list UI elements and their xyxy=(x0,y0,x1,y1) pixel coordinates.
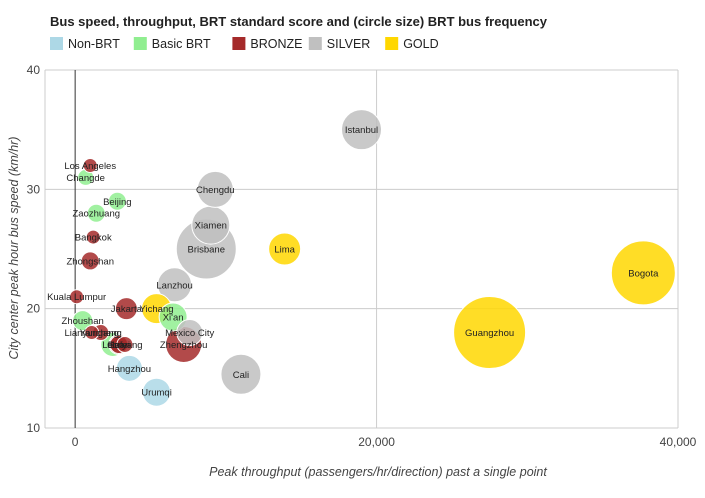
bubble-label-kuala-lumpur: Kuala Lumpur xyxy=(47,292,106,303)
bubble-beijing[interactable] xyxy=(107,191,127,211)
bubble-label-bangkok: Bangkok xyxy=(75,233,112,244)
legend-label-basic: Basic BRT xyxy=(152,37,211,51)
bubble-label-chengdu: Chengdu xyxy=(196,185,235,196)
bubble-cali[interactable] xyxy=(220,353,262,395)
bubble-label-hangzhou: Hangzhou xyxy=(108,364,151,375)
legend-swatch-gold xyxy=(385,37,399,50)
legend-label-silver: SILVER xyxy=(327,37,371,51)
bubble-label-lima: Lima xyxy=(274,245,295,256)
bubble-label-jinan: Jinan xyxy=(107,340,130,351)
bubble-guangzhou[interactable] xyxy=(453,296,527,370)
bubble-kuala-lumpur[interactable] xyxy=(69,289,85,305)
bubble-bogota[interactable] xyxy=(610,240,676,306)
bubble-mexico-city[interactable] xyxy=(176,319,204,347)
bubble-label-guiyang: Guiyang xyxy=(107,340,142,351)
bubble-label-leon: Leon xyxy=(102,340,123,351)
bubble-zhongshan[interactable] xyxy=(80,251,100,271)
y-tick-label: 30 xyxy=(27,182,41,196)
bubble-lanzhou[interactable] xyxy=(157,267,193,303)
bubble-label-jakarta: Jakarta xyxy=(111,304,143,315)
legend-label-non_brt: Non-BRT xyxy=(68,37,120,51)
y-tick-label: 40 xyxy=(27,63,41,77)
x-tick-label: 20,000 xyxy=(358,435,395,449)
bubble-lianyungang[interactable] xyxy=(84,325,100,341)
x-tick-label: 40,000 xyxy=(660,435,697,449)
bubble-lima[interactable] xyxy=(268,232,302,266)
bubble-hangzhou[interactable] xyxy=(115,354,143,382)
x-axis-title: Peak throughput (passengers/hr/direction… xyxy=(209,465,547,479)
bubble-label-xi-an: Xi'an xyxy=(163,313,184,324)
x-tick-label: 0 xyxy=(72,435,79,449)
bubble-label-bogota: Bogota xyxy=(628,268,659,279)
bubble-urumqi[interactable] xyxy=(142,377,172,407)
bubble-guiyang[interactable] xyxy=(116,335,134,353)
legend-label-bronze: BRONZE xyxy=(250,37,302,51)
legend-swatch-silver xyxy=(308,37,322,50)
bubble-label-istanbul: Istanbul xyxy=(345,125,378,136)
y-tick-label: 10 xyxy=(27,421,41,435)
y-axis-title: City center peak hour bus speed (km/hr) xyxy=(7,136,21,359)
bubble-label-zaozhuang: Zaozhuang xyxy=(72,209,120,220)
bubble-label-hefei: Hefei xyxy=(108,340,130,351)
bubble-zhoushan[interactable] xyxy=(72,310,94,332)
axis-ticks: 10 20 30 40 0 20,000 40,000 xyxy=(27,63,697,449)
legend-swatch-bronze xyxy=(232,37,246,50)
bubble-label-yichang: Yichang xyxy=(140,304,174,315)
bubble-series xyxy=(69,109,676,407)
bubble-label-beijing: Beijing xyxy=(103,197,132,208)
bubble-jakarta[interactable] xyxy=(114,297,138,321)
chart-legend: Non-BRT Basic BRT BRONZE SILVER GOLD xyxy=(50,37,439,51)
legend-swatch-non_brt xyxy=(50,37,63,50)
bubble-bangkok[interactable] xyxy=(85,229,101,245)
bubble-label-zhoushan: Zhoushan xyxy=(62,316,104,327)
bubble-label-xiamen: Xiamen xyxy=(195,221,227,232)
bubble-chengdu[interactable] xyxy=(196,170,234,208)
legend-label-gold: GOLD xyxy=(403,37,438,51)
bubble-label-lanzhou: Lanzhou xyxy=(156,280,192,291)
bubble-label-zhengzhou: Zhengzhou xyxy=(160,340,208,351)
bubble-label-zhongshan: Zhongshan xyxy=(66,256,114,267)
bubble-label-urumqi: Urumqi xyxy=(141,388,172,399)
bubble-label-lianyungang: Lianyungang xyxy=(65,328,119,339)
bubble-label-mexico-city: Mexico City xyxy=(165,328,214,339)
bubble-label-los-angeles: Los Angeles xyxy=(64,161,116,172)
bubble-label-brisbane: Brisbane xyxy=(188,245,226,256)
bubble-istanbul[interactable] xyxy=(341,109,382,151)
legend-swatch-basic xyxy=(133,37,147,50)
bubble-zaozhuang[interactable] xyxy=(86,203,106,223)
bubble-label-yancheng: Yancheng xyxy=(80,328,122,339)
bubble-label-changde: Changde xyxy=(66,173,105,184)
bubble-label-cali: Cali xyxy=(233,370,249,381)
chart-title: Bus speed, throughput, BRT standard scor… xyxy=(50,14,548,29)
bubble-los-angeles[interactable] xyxy=(82,157,98,173)
y-tick-label: 20 xyxy=(27,302,41,316)
bubble-label-guangzhou: Guangzhou xyxy=(465,328,514,339)
